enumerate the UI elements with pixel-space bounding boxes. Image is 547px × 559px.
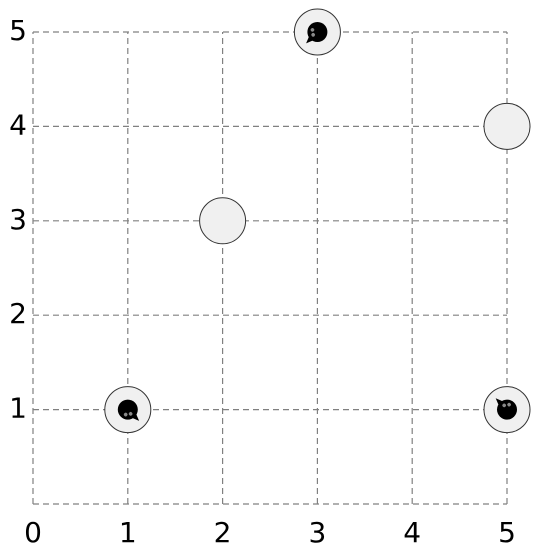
- piece-body: [497, 399, 517, 420]
- piece-eye: [123, 412, 128, 417]
- y-axis-label-2: 2: [9, 297, 27, 330]
- x-axis-label-4: 4: [403, 516, 421, 549]
- game-piece-icon: [306, 22, 328, 44]
- board-cell-2-3[interactable]: [199, 197, 247, 245]
- piece-eye: [128, 412, 133, 416]
- board-cells: [104, 8, 531, 434]
- x-axis-label-5: 5: [498, 516, 516, 549]
- game-piece-icon: [495, 398, 517, 420]
- axis-labels: 0 1 2 3 4 5 1 2 3 4 5: [9, 14, 516, 549]
- piece-eye: [310, 28, 315, 32]
- x-axis-label-0: 0: [24, 516, 42, 549]
- x-axis-label-3: 3: [308, 516, 326, 549]
- piece-eye: [502, 403, 506, 408]
- y-axis-label-4: 4: [9, 108, 27, 141]
- piece-body: [117, 399, 138, 420]
- board-cell-1-1[interactable]: [104, 386, 152, 434]
- game-piece-icon: [117, 399, 140, 421]
- board-cell-3-5[interactable]: [293, 8, 341, 56]
- grid-lines: [32, 31, 508, 505]
- y-axis-label-1: 1: [9, 392, 27, 425]
- cell-circle: [199, 197, 247, 245]
- piece-eye: [507, 402, 511, 407]
- y-axis-label-5: 5: [9, 14, 27, 47]
- y-axis-label-3: 3: [9, 203, 27, 236]
- board-cell-5-1[interactable]: [483, 386, 531, 434]
- board-cell-5-4[interactable]: [483, 102, 531, 150]
- x-axis-label-1: 1: [119, 516, 137, 549]
- x-axis-label-2: 2: [214, 516, 232, 549]
- cell-circle: [483, 102, 531, 150]
- piece-eye: [311, 33, 315, 37]
- piece-body: [307, 22, 328, 42]
